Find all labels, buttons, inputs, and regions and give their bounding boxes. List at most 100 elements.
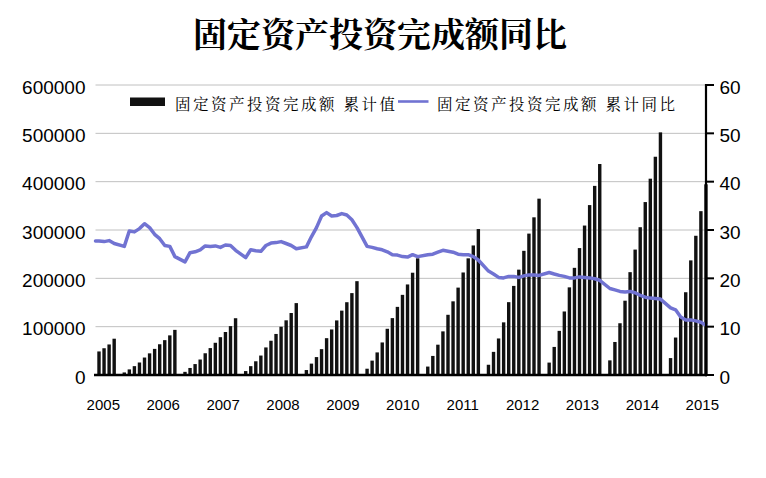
bar xyxy=(335,320,338,375)
bar xyxy=(102,348,105,375)
left-axis-label: 200000 xyxy=(22,270,85,291)
bar xyxy=(608,360,611,375)
bar xyxy=(325,338,328,375)
bar xyxy=(416,258,419,375)
bar xyxy=(224,332,227,375)
bar xyxy=(669,358,672,375)
bar xyxy=(168,335,171,375)
right-axis-label: 0 xyxy=(720,367,731,388)
year-label: 2006 xyxy=(147,396,180,413)
bar xyxy=(477,229,480,375)
bar xyxy=(558,331,561,375)
bar xyxy=(340,311,343,375)
bar xyxy=(330,329,333,375)
bar xyxy=(279,327,282,375)
bar xyxy=(401,295,404,375)
bar xyxy=(568,287,571,375)
legend-bar-label: 固定资产投资完成额 累计值 xyxy=(175,92,397,114)
legend-bar-swatch xyxy=(130,98,165,107)
bar xyxy=(487,365,490,375)
bar xyxy=(689,260,692,375)
bar xyxy=(436,345,439,375)
bar xyxy=(628,272,631,375)
yoy-line-series xyxy=(96,213,707,326)
bar xyxy=(578,248,581,375)
bar xyxy=(284,320,287,375)
bar xyxy=(234,318,237,375)
bar xyxy=(274,334,277,375)
year-label: 2005 xyxy=(87,396,120,413)
year-label: 2013 xyxy=(566,396,599,413)
bar xyxy=(112,339,115,375)
bar xyxy=(441,331,444,375)
bar xyxy=(674,338,677,375)
legend-line-label: 固定资产投资完成额 累计同比 xyxy=(437,92,677,114)
bar xyxy=(381,342,384,375)
bar xyxy=(517,270,520,375)
bar xyxy=(472,245,475,375)
bar xyxy=(588,205,591,375)
bar xyxy=(644,202,647,375)
bar xyxy=(573,268,576,375)
bar xyxy=(320,349,323,375)
bar xyxy=(527,234,530,375)
bar xyxy=(446,315,449,375)
chart-page: 固定资产投资完成额同比 0100000200000300000400000500… xyxy=(0,0,766,478)
bar xyxy=(426,367,429,375)
bar xyxy=(537,199,540,375)
bar xyxy=(350,293,353,375)
bar xyxy=(133,366,136,375)
bar xyxy=(375,352,378,375)
bar xyxy=(148,353,151,375)
bar xyxy=(295,303,298,375)
year-label: 2007 xyxy=(206,396,239,413)
bar xyxy=(193,364,196,375)
bar xyxy=(411,273,414,375)
bar xyxy=(522,251,525,375)
bar xyxy=(431,356,434,375)
year-label: 2011 xyxy=(447,396,479,413)
right-axis-label: 40 xyxy=(720,173,741,194)
legend: 固定资产投资完成额 累计值 固定资产投资完成额 累计同比 xyxy=(130,92,677,114)
bar xyxy=(532,217,535,375)
bar xyxy=(502,322,505,375)
year-label: 2008 xyxy=(266,396,299,413)
bar xyxy=(396,307,399,375)
bar xyxy=(598,164,601,375)
bar xyxy=(254,361,257,375)
bar xyxy=(633,250,636,375)
bar xyxy=(259,356,262,375)
bar xyxy=(553,347,556,375)
bar xyxy=(583,226,586,375)
bar xyxy=(406,284,409,375)
bar xyxy=(370,361,373,375)
bar xyxy=(143,358,146,375)
bar xyxy=(214,343,217,375)
bar xyxy=(153,349,156,375)
bar xyxy=(391,318,394,375)
bar xyxy=(461,272,464,375)
left-axis-label: 400000 xyxy=(22,173,85,194)
right-axis-label: 50 xyxy=(720,125,741,146)
bar xyxy=(386,329,389,375)
bar xyxy=(512,286,515,375)
bar xyxy=(310,364,313,375)
bar xyxy=(547,363,550,375)
chart-title: 固定资产投资完成额同比 xyxy=(193,8,567,57)
bar xyxy=(613,342,616,375)
bar xyxy=(209,348,212,375)
bar xyxy=(198,360,201,375)
bar xyxy=(345,302,348,375)
bar xyxy=(684,292,687,375)
bar xyxy=(204,353,207,375)
bar xyxy=(497,338,500,375)
bar xyxy=(355,281,358,375)
bar xyxy=(219,337,222,375)
bar xyxy=(264,347,267,375)
bar xyxy=(679,317,682,375)
bar xyxy=(654,157,657,375)
bar xyxy=(269,341,272,375)
bar xyxy=(507,302,510,375)
left-axis-label: 100000 xyxy=(22,318,85,339)
bar xyxy=(699,211,702,375)
